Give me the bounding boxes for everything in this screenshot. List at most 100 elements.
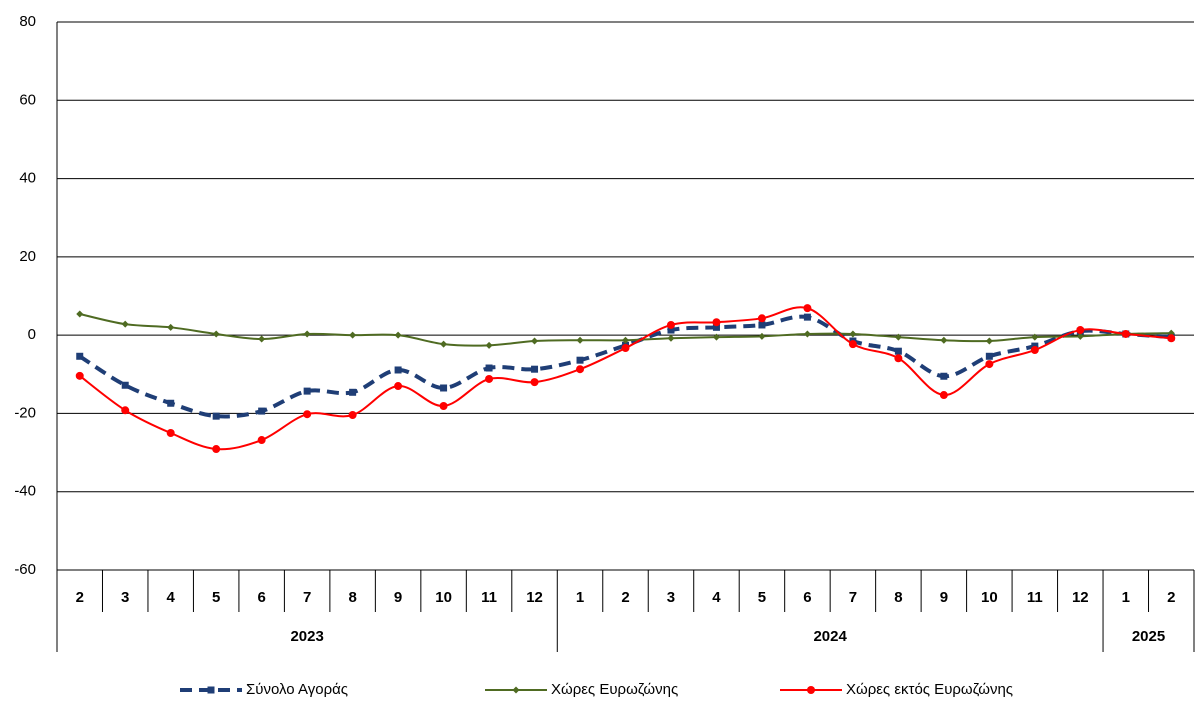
x-tick-label: 6 — [803, 589, 811, 606]
y-tick-label: 60 — [19, 91, 36, 108]
y-tick-label: -40 — [14, 483, 36, 500]
marker — [894, 354, 903, 363]
marker — [758, 321, 766, 329]
marker — [212, 330, 220, 338]
marker — [807, 686, 815, 694]
marker — [1076, 326, 1085, 335]
legend-label: Χώρες Ευρωζώνης — [551, 681, 678, 698]
marker — [531, 365, 539, 373]
series — [76, 310, 1175, 349]
y-tick-label: -60 — [14, 561, 36, 578]
marker — [712, 318, 721, 327]
legend-item: Χώρες εκτός Ευρωζώνης — [780, 681, 1013, 698]
marker — [1121, 329, 1130, 338]
marker — [439, 401, 448, 410]
x-tick-label: 9 — [394, 589, 402, 606]
y-tick-label: 80 — [19, 13, 36, 30]
marker — [1167, 334, 1176, 343]
marker — [940, 372, 948, 380]
x-tick-label: 9 — [940, 589, 948, 606]
x-tick-label: 12 — [526, 589, 543, 606]
marker — [530, 378, 539, 387]
legend-label: Χώρες εκτός Ευρωζώνης — [846, 681, 1013, 698]
x-tick-label: 6 — [257, 589, 265, 606]
marker — [257, 436, 266, 445]
marker — [121, 320, 129, 328]
marker — [985, 360, 994, 369]
marker — [1076, 332, 1084, 340]
marker — [349, 331, 357, 339]
marker — [894, 333, 902, 341]
marker — [303, 410, 312, 419]
x-group-label: 2025 — [1132, 628, 1165, 645]
marker — [76, 352, 84, 360]
x-tick-label: 8 — [348, 589, 356, 606]
marker — [1030, 346, 1039, 355]
x-tick-label: 1 — [1122, 589, 1130, 606]
x-tick-label: 4 — [167, 589, 176, 606]
marker — [849, 330, 857, 338]
marker — [803, 313, 811, 321]
marker — [667, 326, 675, 334]
marker — [212, 445, 221, 454]
marker — [803, 330, 811, 338]
marker — [940, 336, 948, 344]
marker — [1031, 333, 1039, 341]
marker — [757, 314, 766, 323]
x-tick-label: 8 — [894, 589, 902, 606]
marker — [303, 330, 311, 338]
x-tick-label: 10 — [435, 589, 452, 606]
marker — [985, 337, 993, 345]
x-group-label: 2023 — [290, 628, 323, 645]
marker — [121, 406, 130, 415]
series-line — [79, 306, 1172, 451]
marker — [258, 335, 266, 343]
x-tick-label: 11 — [1027, 589, 1043, 606]
marker — [258, 407, 266, 415]
marker — [485, 364, 493, 372]
y-tick-label: 40 — [19, 170, 36, 187]
x-tick-label: 7 — [303, 589, 311, 606]
marker — [212, 412, 220, 420]
marker — [76, 310, 84, 318]
legend-item: Χώρες Ευρωζώνης — [485, 681, 678, 698]
marker — [512, 686, 520, 694]
x-tick-label: 12 — [1072, 589, 1089, 606]
marker — [485, 374, 494, 383]
marker — [166, 429, 175, 437]
marker — [848, 340, 857, 349]
marker — [939, 391, 948, 400]
series — [76, 313, 1175, 420]
marker — [803, 304, 812, 313]
legend-item: Σύνολο Αγοράς — [180, 681, 348, 698]
x-tick-label: 10 — [981, 589, 998, 606]
y-tick-label: -20 — [14, 404, 36, 421]
x-tick-label: 5 — [212, 589, 220, 606]
x-tick-label: 4 — [712, 589, 721, 606]
x-tick-label: 5 — [758, 589, 766, 606]
marker — [167, 323, 175, 331]
marker — [440, 384, 448, 392]
x-tick-label: 1 — [576, 589, 584, 606]
marker — [576, 365, 585, 374]
marker — [348, 410, 357, 419]
series-line — [78, 314, 1172, 419]
marker — [667, 334, 675, 342]
marker — [440, 340, 448, 348]
x-tick-label: 7 — [849, 589, 857, 606]
y-tick-label: 20 — [19, 248, 36, 265]
legend-label: Σύνολο Αγοράς — [246, 681, 348, 698]
x-group-label: 2024 — [813, 628, 847, 645]
marker — [349, 388, 357, 396]
x-tick-label: 3 — [121, 589, 129, 606]
series — [75, 304, 1176, 454]
x-tick-label: 2 — [76, 589, 84, 606]
marker — [985, 352, 993, 360]
marker — [485, 341, 493, 349]
marker — [622, 336, 629, 344]
marker — [75, 371, 84, 380]
marker — [666, 320, 675, 329]
marker — [894, 347, 902, 355]
x-tick-label: 3 — [667, 589, 675, 606]
